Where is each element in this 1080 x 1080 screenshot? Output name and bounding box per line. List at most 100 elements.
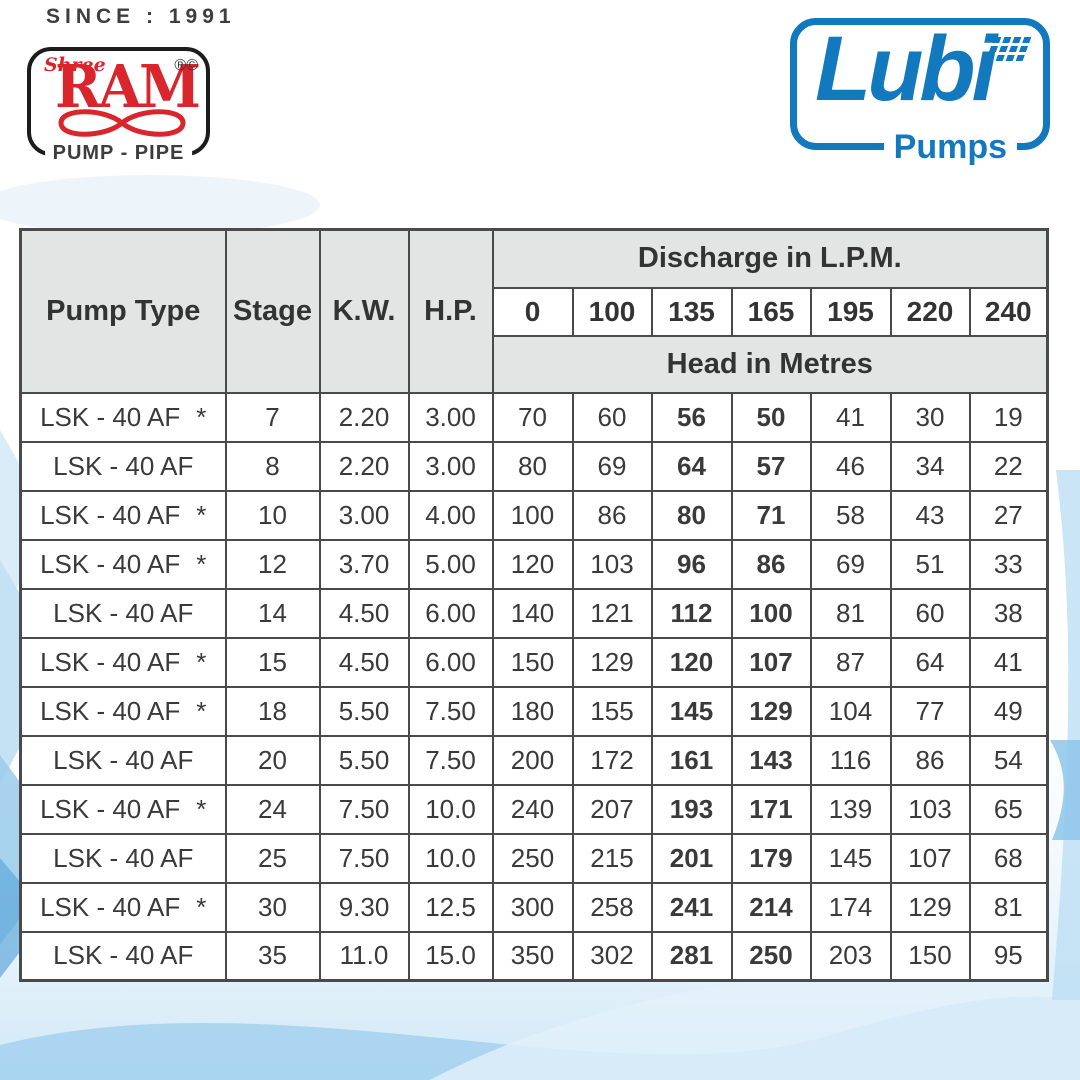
table-row: LSK - 40 AF 20 5.50 7.50 200 172 161 143 116 86 54 (19, 734, 1049, 786)
head-value-cell: 46 (809, 440, 892, 492)
head-value-cell: 302 (571, 930, 653, 982)
head-value-cell: 180 (491, 685, 574, 737)
stage-cell: 10 (224, 489, 321, 541)
head-value-cell: 155 (571, 685, 653, 737)
head-value-cell: 86 (571, 489, 653, 541)
head-value-cell: 143 (730, 734, 812, 786)
kw-cell: 4.50 (318, 636, 410, 688)
head-value-cell: 22 (968, 440, 1049, 492)
head-value-cell: 81 (809, 587, 892, 639)
head-value-cell: 172 (571, 734, 653, 786)
head-value-cell: 214 (730, 881, 812, 933)
head-value-cell: 103 (889, 783, 971, 835)
pump-type-cell: LSK - 40 AF * (19, 881, 227, 933)
head-value-cell: 250 (491, 832, 574, 884)
asterisk-marker: * (196, 793, 207, 824)
asterisk-marker: * (196, 499, 207, 530)
head-value-cell: 96 (650, 538, 733, 590)
hp-cell: 3.00 (407, 440, 494, 492)
pump-type-cell: LSK - 40 AF * (19, 391, 227, 443)
head-value-cell: 27 (968, 489, 1049, 541)
pump-type-cell: LSK - 40 AF (19, 930, 227, 982)
head-value-cell: 203 (809, 930, 892, 982)
head-value-cell: 300 (491, 881, 574, 933)
kw-cell: 2.20 (318, 391, 410, 443)
head-value-cell: 250 (730, 930, 812, 982)
head-value-cell: 58 (809, 489, 892, 541)
discharge-col-header: 0 (491, 286, 574, 337)
pixel-grid-icon (985, 37, 1032, 61)
pump-type-cell: LSK - 40 AF * (19, 685, 227, 737)
head-value-cell: 80 (650, 489, 733, 541)
stage-cell: 20 (224, 734, 321, 786)
pump-spec-table: Pump Type Stage K.W. H.P. Discharge in L… (19, 228, 1050, 982)
head-value-cell: 179 (730, 832, 812, 884)
table-row: LSK - 40 AF * 30 9.30 12.5 300 258 241 214 174 129… (19, 881, 1049, 933)
head-value-cell: 30 (889, 391, 971, 443)
head-value-cell: 120 (650, 636, 733, 688)
head-value-cell: 57 (730, 440, 812, 492)
head-value-cell: 33 (968, 538, 1049, 590)
head-value-cell: 145 (809, 832, 892, 884)
stage-cell: 24 (224, 783, 321, 835)
discharge-col-header: 100 (571, 286, 653, 337)
col-header-hp: H.P. (407, 228, 494, 394)
hp-cell: 7.50 (407, 685, 494, 737)
head-value-cell: 258 (571, 881, 653, 933)
table-row: LSK - 40 AF * 24 7.50 10.0 240 207 193 171 139 103… (19, 783, 1049, 835)
head-value-cell: 100 (730, 587, 812, 639)
head-value-cell: 51 (889, 538, 971, 590)
col-header-stage: Stage (224, 228, 321, 394)
stage-cell: 18 (224, 685, 321, 737)
head-value-cell: 139 (809, 783, 892, 835)
head-value-cell: 95 (968, 930, 1049, 982)
discharge-col-header: 220 (889, 286, 971, 337)
head-value-cell: 120 (491, 538, 574, 590)
head-value-cell: 50 (730, 391, 812, 443)
stage-cell: 35 (224, 930, 321, 982)
discharge-col-header: 240 (968, 286, 1049, 337)
head-value-cell: 281 (650, 930, 733, 982)
head-value-cell: 116 (809, 734, 892, 786)
hp-cell: 5.00 (407, 538, 494, 590)
table-row: LSK - 40 AF 25 7.50 10.0 250 215 201 179 145 107 6… (19, 832, 1049, 884)
kw-cell: 4.50 (318, 587, 410, 639)
head-value-cell: 112 (650, 587, 733, 639)
hp-cell: 10.0 (407, 832, 494, 884)
stage-cell: 12 (224, 538, 321, 590)
head-value-cell: 145 (650, 685, 733, 737)
col-header-pump-type: Pump Type (19, 228, 227, 394)
hp-cell: 12.5 (407, 881, 494, 933)
head-value-cell: 103 (571, 538, 653, 590)
head-value-cell: 38 (968, 587, 1049, 639)
head-value-cell: 49 (968, 685, 1049, 737)
asterisk-marker: * (196, 548, 207, 579)
head-value-cell: 70 (491, 391, 574, 443)
asterisk-marker: * (196, 695, 207, 726)
head-value-cell: 100 (491, 489, 574, 541)
head-value-cell: 241 (650, 881, 733, 933)
pump-type-cell: LSK - 40 AF (19, 832, 227, 884)
head-value-cell: 161 (650, 734, 733, 786)
head-value-cell: 68 (968, 832, 1049, 884)
kw-cell: 3.70 (318, 538, 410, 590)
head-value-cell: 41 (968, 636, 1049, 688)
head-value-cell: 60 (571, 391, 653, 443)
kw-cell: 11.0 (318, 930, 410, 982)
head-value-cell: 64 (650, 440, 733, 492)
head-value-cell: 107 (889, 832, 971, 884)
head-value-cell: 86 (730, 538, 812, 590)
head-value-cell: 87 (809, 636, 892, 688)
table-row: LSK - 40 AF * 18 5.50 7.50 180 155 145 129 104 77 4… (19, 685, 1049, 737)
head-value-cell: 200 (491, 734, 574, 786)
stage-cell: 30 (224, 881, 321, 933)
asterisk-marker: * (196, 891, 207, 922)
head-value-cell: 140 (491, 587, 574, 639)
pump-type-cell: LSK - 40 AF (19, 734, 227, 786)
since-text: SINCE : 1991 (46, 5, 236, 28)
shree-ram-prefix: Shree (44, 54, 106, 76)
head-value-cell: 81 (968, 881, 1049, 933)
head-value-cell: 171 (730, 783, 812, 835)
stage-cell: 25 (224, 832, 321, 884)
head-value-cell: 129 (571, 636, 653, 688)
